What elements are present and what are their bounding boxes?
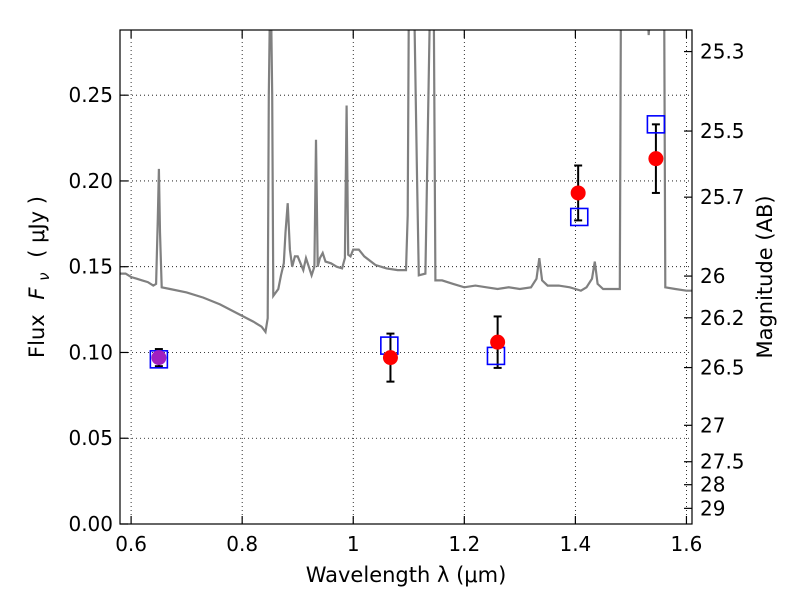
observed-point-marker bbox=[490, 334, 506, 350]
y2-axis-label: Magnitude (AB) bbox=[753, 195, 777, 358]
y2-tick-label: 26 bbox=[700, 264, 725, 288]
observed-point-marker bbox=[570, 185, 586, 201]
x-tick-label: 1.2 bbox=[448, 532, 480, 556]
observed-point-marker bbox=[151, 350, 167, 366]
y2-tick-label: 25.5 bbox=[700, 119, 745, 143]
y-axis-label-symbol: F bbox=[25, 287, 49, 300]
x-tick-label: 1 bbox=[347, 532, 360, 556]
y-tick-label: 0.00 bbox=[68, 512, 113, 536]
y2-tick-label: 26.5 bbox=[700, 356, 745, 380]
y-tick-label: 0.05 bbox=[68, 426, 113, 450]
y2-tick-label: 28 bbox=[700, 473, 725, 497]
y-tick-label: 0.25 bbox=[68, 83, 113, 107]
plot-frame bbox=[119, 29, 693, 525]
model-square-marker bbox=[569, 207, 589, 227]
y2-tick-label: 27.5 bbox=[700, 450, 745, 474]
y-axis-label-subscript: ν bbox=[35, 272, 53, 280]
y2-tick-label: 25.3 bbox=[700, 40, 745, 64]
y-tick-label: 0.20 bbox=[68, 169, 113, 193]
x-tick-label: 0.6 bbox=[115, 532, 147, 556]
x-tick-label: 1.6 bbox=[671, 532, 703, 556]
y-axis-label-prefix: Flux bbox=[25, 314, 49, 358]
y-axis-label-unit: ( μJy ) bbox=[25, 196, 49, 258]
observed-point-marker bbox=[382, 350, 398, 366]
grid bbox=[120, 30, 692, 525]
y-axis: 0.00 0.05 0.10 0.15 0.20 0.25 bbox=[68, 83, 128, 536]
y2-tick-label: 29 bbox=[700, 496, 725, 520]
y2-tick-label: 27 bbox=[700, 413, 725, 437]
y-tick-label: 0.15 bbox=[68, 255, 113, 279]
model-square-marker bbox=[646, 115, 666, 134]
x-axis: 0.6 0.8 1 1.2 1.4 1.6 bbox=[115, 30, 702, 556]
model-square-marker bbox=[486, 346, 506, 366]
photometry-points bbox=[149, 115, 666, 383]
observed-point-marker bbox=[648, 151, 664, 167]
sed-model-line bbox=[120, 30, 692, 335]
x-tick-label: 0.8 bbox=[226, 532, 258, 556]
y2-tick-label: 25.7 bbox=[700, 185, 745, 209]
y-tick-label: 0.10 bbox=[68, 340, 113, 364]
x-axis-label: Wavelength λ (μm) bbox=[306, 563, 507, 587]
x-tick-label: 1.4 bbox=[559, 532, 591, 556]
y2-tick-label: 26.2 bbox=[700, 306, 745, 330]
y-axis-label: Flux F ν ( μJy ) bbox=[25, 196, 54, 358]
